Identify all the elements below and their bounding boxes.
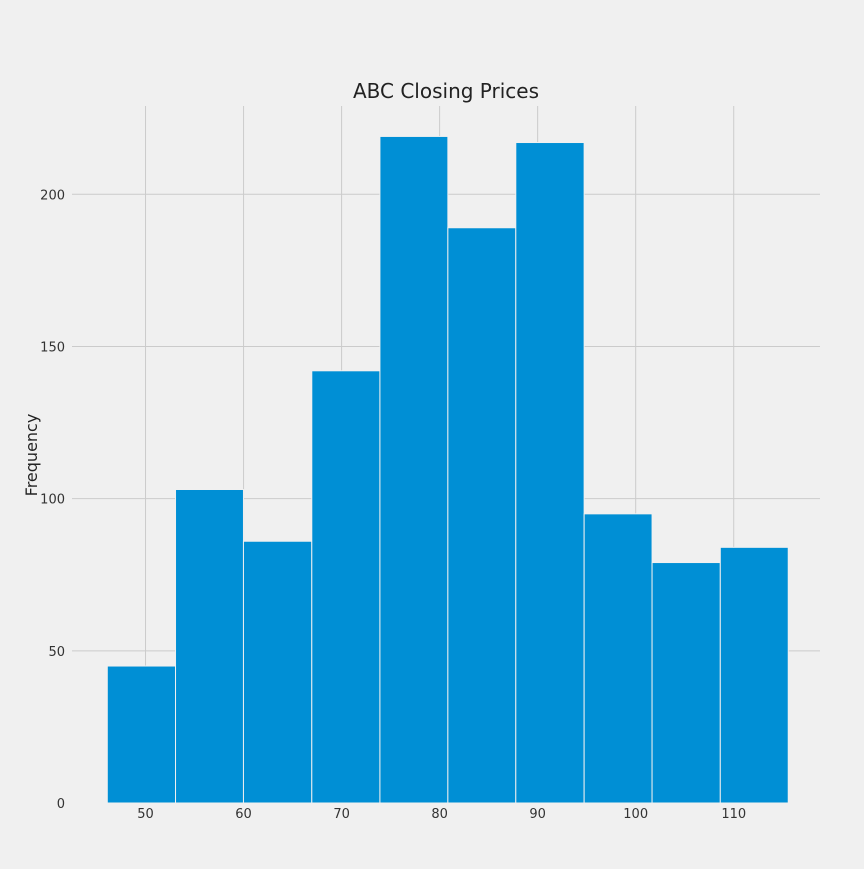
y-axis-ticks: 0 50 100 150 200 — [40, 188, 65, 812]
histogram-bar — [447, 227, 517, 804]
x-tick-label: 60 — [235, 807, 252, 822]
y-tick-label: 100 — [40, 493, 65, 508]
y-tick-label: 200 — [40, 188, 65, 203]
histogram-bar — [311, 370, 381, 804]
x-tick-label: 50 — [137, 807, 154, 822]
histogram-bar — [583, 513, 653, 804]
x-tick-label: 100 — [623, 807, 648, 822]
x-tick-label: 70 — [333, 807, 350, 822]
x-tick-label: 80 — [431, 807, 448, 822]
histogram-bar — [242, 540, 313, 804]
x-axis-ticks: 50 60 70 80 90 100 110 — [137, 807, 746, 822]
x-tick-label: 90 — [529, 807, 546, 822]
y-axis-label: Frequency — [22, 414, 41, 497]
histogram-bar — [651, 562, 721, 804]
chart-title: ABC Closing Prices — [353, 79, 539, 103]
histogram-bar — [106, 665, 177, 804]
y-tick-label: 150 — [40, 340, 65, 355]
y-tick-label: 50 — [48, 645, 65, 660]
histogram-bar — [515, 142, 585, 804]
histogram-bar — [175, 489, 244, 804]
histogram-bar — [719, 546, 789, 804]
histogram-bars — [106, 135, 789, 804]
y-tick-label: 0 — [57, 797, 65, 812]
histogram-bar — [379, 135, 449, 804]
x-tick-label: 110 — [721, 807, 746, 822]
